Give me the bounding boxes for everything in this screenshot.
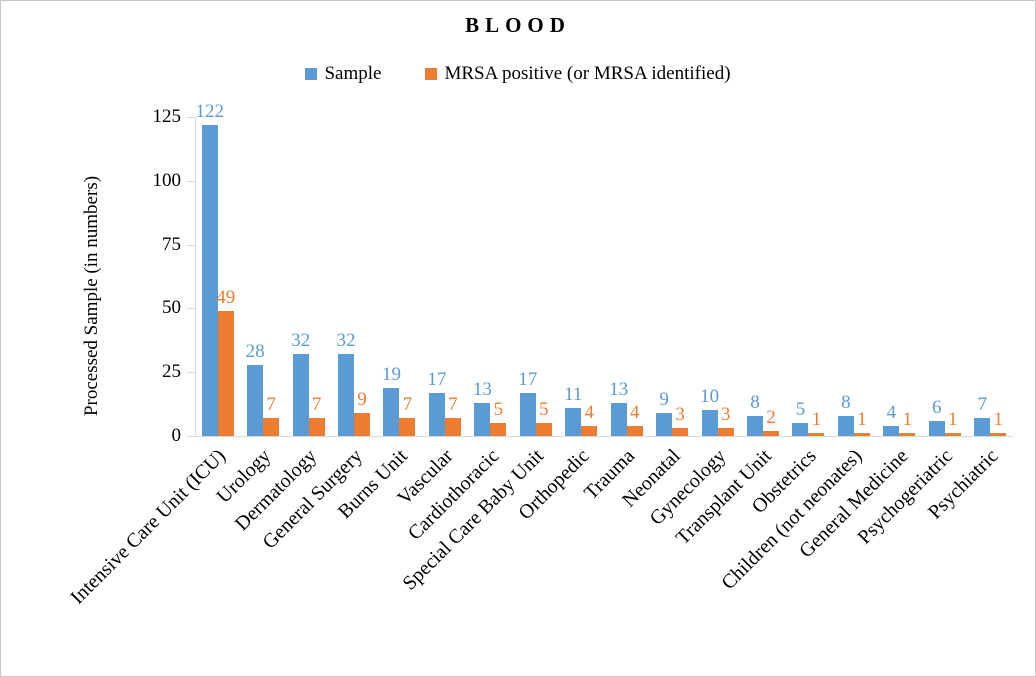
bar-mrsa [308, 418, 325, 436]
bar-mrsa [399, 418, 416, 436]
y-axis-line [195, 117, 196, 436]
bar-value-label: 13 [472, 378, 492, 400]
bar-value-label: 7 [448, 394, 458, 416]
bar-value-label: 11 [564, 383, 583, 405]
bar-sample [747, 415, 764, 436]
y-tick-label: 50 [162, 297, 181, 319]
bar-mrsa [626, 425, 643, 436]
bar-value-label: 17 [518, 368, 538, 390]
bar-value-label: 7 [977, 394, 988, 416]
y-tick-label: 125 [152, 106, 182, 127]
legend-label-sample: Sample [324, 63, 382, 84]
bar-value-label: 1 [902, 409, 913, 431]
bar-mrsa [763, 430, 780, 436]
bar-mrsa [581, 425, 598, 436]
bar-sample [837, 415, 854, 436]
legend-label-mrsa: MRSA positive (or MRSA identified) [444, 63, 731, 84]
bar-value-label: 1 [948, 409, 958, 431]
bar-value-label: 10 [700, 386, 720, 408]
bar-mrsa [444, 418, 461, 436]
legend-item-sample: Sample [305, 63, 381, 85]
bar-value-label: 9 [659, 389, 669, 411]
bar-value-label: 1 [857, 409, 867, 431]
y-tick-mark [187, 372, 195, 374]
bar-mrsa [899, 433, 916, 436]
bar-value-label: 1 [811, 409, 822, 431]
y-tick-label: 100 [152, 169, 182, 191]
bar-sample [338, 354, 355, 436]
bar-value-label: 5 [539, 399, 549, 421]
bar-value-label: 3 [675, 404, 685, 426]
y-tick-label: 75 [162, 233, 181, 255]
bar-mrsa [217, 310, 234, 436]
y-tick-mark [187, 180, 195, 182]
legend-swatch-sample [305, 68, 318, 80]
bar-value-label: 8 [750, 391, 760, 413]
legend-swatch-mrsa [425, 68, 438, 80]
bar-sample [428, 392, 445, 436]
bar-sample [656, 413, 673, 436]
bar-value-label: 7 [402, 394, 413, 416]
bar-sample [928, 420, 945, 436]
bar-sample [474, 402, 491, 436]
bar-mrsa [717, 428, 734, 436]
bar-sample [383, 387, 400, 436]
bar-value-label: 9 [357, 389, 367, 411]
bar-value-label: 4 [886, 401, 897, 423]
chart-title: BLOOD [465, 13, 571, 37]
bar-value-label: 13 [609, 378, 629, 400]
y-tick-mark [187, 244, 195, 246]
bar-value-label: 17 [427, 368, 447, 390]
bar-value-label: 8 [841, 391, 851, 413]
bar-value-label: 7 [266, 394, 276, 416]
bar-sample [974, 418, 991, 436]
bar-value-label: 5 [493, 399, 504, 421]
bar-sample [247, 364, 264, 436]
bar-value-label: 49 [216, 286, 236, 308]
x-axis-line [187, 436, 1013, 437]
bar-value-label: 3 [720, 404, 731, 426]
legend: Sample MRSA positive (or MRSA identified… [1, 63, 1035, 85]
bar-value-label: 19 [381, 363, 401, 385]
y-tick-label: 0 [171, 425, 182, 446]
bar-value-label: 2 [766, 406, 776, 428]
y-tick-mark [187, 436, 195, 437]
bar-mrsa [263, 418, 280, 436]
bar-mrsa [853, 433, 870, 436]
y-tick-mark [187, 308, 195, 310]
bar-mrsa [808, 433, 825, 436]
bar-sample [883, 425, 900, 436]
legend-item-mrsa: MRSA positive (or MRSA identified) [425, 63, 731, 85]
bar-sample [292, 354, 309, 436]
bar-mrsa [490, 423, 507, 436]
bar-value-label: 122 [195, 100, 224, 122]
y-tick-mark [187, 117, 195, 118]
bar-sample [792, 423, 809, 436]
bar-sample [565, 407, 582, 436]
bar-sample [701, 410, 718, 436]
bar-sample [201, 124, 218, 436]
bar-value-label: 5 [795, 399, 806, 421]
bar-value-label: 1 [993, 409, 1004, 431]
bar-value-label: 32 [291, 330, 311, 352]
bar-mrsa [535, 423, 552, 436]
bar-value-label: 4 [584, 401, 595, 423]
bar-mrsa [672, 428, 689, 436]
bar-value-label: 32 [336, 330, 356, 352]
bar-mrsa [354, 413, 371, 436]
bar-value-label: 7 [311, 394, 322, 416]
bar-mrsa [990, 433, 1007, 436]
y-tick-label: 25 [162, 361, 181, 383]
bar-sample [610, 402, 627, 436]
bar-value-label: 28 [245, 340, 265, 362]
bar-value-label: 6 [932, 396, 942, 418]
bar-sample [519, 392, 536, 436]
bar-value-label: 4 [629, 401, 640, 423]
bar-mrsa [944, 433, 961, 436]
